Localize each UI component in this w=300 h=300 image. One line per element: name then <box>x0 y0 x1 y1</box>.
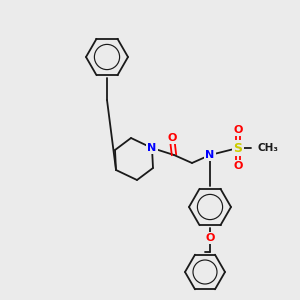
Text: S: S <box>233 142 242 154</box>
Text: O: O <box>167 133 177 143</box>
Text: N: N <box>206 150 214 160</box>
Text: O: O <box>233 125 243 135</box>
Text: N: N <box>147 143 157 153</box>
Text: CH₃: CH₃ <box>258 143 279 153</box>
Text: O: O <box>205 233 215 243</box>
Text: O: O <box>233 161 243 171</box>
